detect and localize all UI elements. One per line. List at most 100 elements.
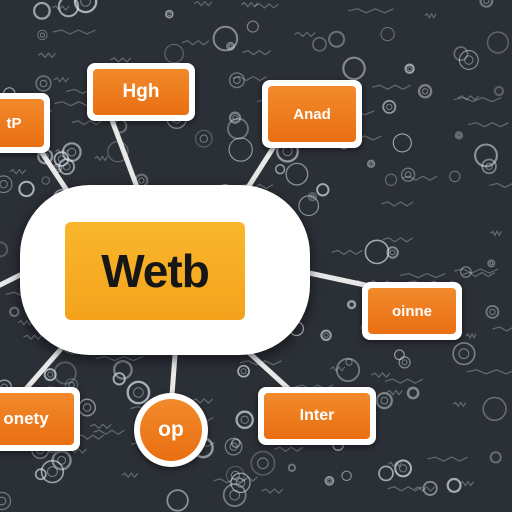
swirl-doodle xyxy=(454,131,464,140)
scribble-doodle xyxy=(457,94,480,101)
node-br-label: Inter xyxy=(299,407,335,424)
swirl-doodle-inner xyxy=(167,12,172,17)
swirl-doodle xyxy=(298,195,320,217)
swirl-doodle xyxy=(342,56,366,81)
swirl-doodle-inner xyxy=(464,55,474,65)
swirl-doodle xyxy=(166,489,189,512)
scribble-doodle xyxy=(387,461,403,468)
connector-top xyxy=(107,112,143,198)
scribble-doodle xyxy=(492,326,512,332)
swirl-doodle xyxy=(237,364,250,378)
swirl-doodle-inner xyxy=(489,261,494,266)
center-hub-label: Wetb xyxy=(101,245,210,297)
swirl-doodle xyxy=(285,162,309,186)
node-tr: Anad xyxy=(262,80,362,148)
node-top-label: Hgh xyxy=(122,81,160,102)
node-bottom-label: op xyxy=(158,418,184,441)
swirl-doodle-inner xyxy=(47,466,58,478)
swirl-doodle xyxy=(312,36,327,52)
scribble-doodle xyxy=(387,486,423,492)
swirl-doodle-inner xyxy=(0,180,8,189)
connector-bottom xyxy=(169,352,178,398)
swirl-doodle-inner xyxy=(399,464,408,473)
scribble-doodle xyxy=(181,39,210,46)
swirl-doodle-inner xyxy=(235,478,246,488)
swirl-doodle xyxy=(226,465,245,485)
swirl-doodle xyxy=(246,20,259,33)
swirl-doodle xyxy=(57,0,80,18)
node-right-label: oinne xyxy=(392,302,432,320)
swirl-doodle xyxy=(126,380,151,405)
swirl-doodle xyxy=(384,173,398,186)
swirl-doodle xyxy=(0,241,9,258)
scribble-doodle xyxy=(454,268,499,274)
swirl-doodle xyxy=(9,306,20,317)
connector-bl xyxy=(22,347,63,393)
scribble-doodle xyxy=(384,378,424,384)
swirl-doodle xyxy=(34,468,47,481)
swirl-doodle-inner xyxy=(39,79,48,88)
swirl-doodle xyxy=(61,142,82,163)
scribble-doodle xyxy=(23,334,43,341)
swirl-doodle-inner xyxy=(80,0,91,7)
swirl-doodle xyxy=(37,29,48,41)
swirl-doodle xyxy=(320,329,332,342)
swirl-doodle-inner xyxy=(57,155,66,163)
swirl-doodle xyxy=(453,46,469,62)
swirl-doodle xyxy=(35,75,52,92)
scribble-doodle xyxy=(95,355,144,362)
swirl-doodle xyxy=(164,43,184,64)
swirl-doodle xyxy=(417,84,433,99)
node-tl-label: tP xyxy=(6,114,22,132)
scribble-doodle xyxy=(331,249,363,256)
swirl-doodle xyxy=(250,450,276,476)
swirl-doodle xyxy=(40,459,65,484)
swirl-doodle xyxy=(422,480,438,496)
swirl-doodle xyxy=(41,176,51,185)
scribble-doodle xyxy=(213,478,248,484)
scribble-doodle xyxy=(490,230,502,237)
scribble-doodle xyxy=(261,488,284,494)
scribble-doodle xyxy=(232,75,267,82)
swirl-doodle xyxy=(487,259,496,268)
scribble-doodle xyxy=(468,122,509,128)
swirl-doodle xyxy=(458,50,479,70)
swirl-doodle xyxy=(406,386,420,400)
swirl-doodle xyxy=(230,472,251,493)
scribble-doodle xyxy=(452,401,467,408)
swirl-doodle xyxy=(452,342,476,366)
swirl-doodle-inner xyxy=(389,249,396,256)
swirl-doodle xyxy=(382,99,397,114)
swirl-doodle xyxy=(345,358,353,366)
swirl-doodle xyxy=(474,143,498,168)
scribble-doodle xyxy=(382,237,414,243)
swirl-doodle-inner xyxy=(457,133,461,138)
scribble-doodle xyxy=(465,332,477,340)
swirl-doodle-inner xyxy=(82,403,92,412)
swirl-doodle-inner xyxy=(67,147,77,157)
swirl-doodle xyxy=(194,129,213,148)
scribble-doodle xyxy=(121,472,139,479)
swirl-doodle xyxy=(112,372,126,386)
scribble-doodle xyxy=(371,372,391,378)
scribble-doodle xyxy=(89,423,112,430)
scribble-doodle xyxy=(52,29,96,35)
swirl-doodle xyxy=(287,463,297,472)
swirl-doodle-inner xyxy=(323,332,329,338)
scribble-doodle xyxy=(466,369,512,375)
scribble-doodle xyxy=(191,398,214,404)
node-bottom: op xyxy=(134,393,208,467)
scribble-doodle xyxy=(109,57,132,63)
swirl-doodle xyxy=(479,0,494,8)
swirl-doodle xyxy=(366,159,376,168)
swirl-doodle xyxy=(324,475,335,486)
swirl-doodle xyxy=(341,470,352,481)
swirl-doodle-inner xyxy=(386,103,393,111)
swirl-doodle xyxy=(224,437,243,456)
swirl-doodle-inner xyxy=(0,496,7,506)
node-bl: onety xyxy=(0,387,80,451)
scribble-doodle xyxy=(193,0,213,7)
scribble-doodle xyxy=(399,272,446,279)
scribble-doodle xyxy=(71,119,103,126)
swirl-doodle xyxy=(0,491,12,511)
